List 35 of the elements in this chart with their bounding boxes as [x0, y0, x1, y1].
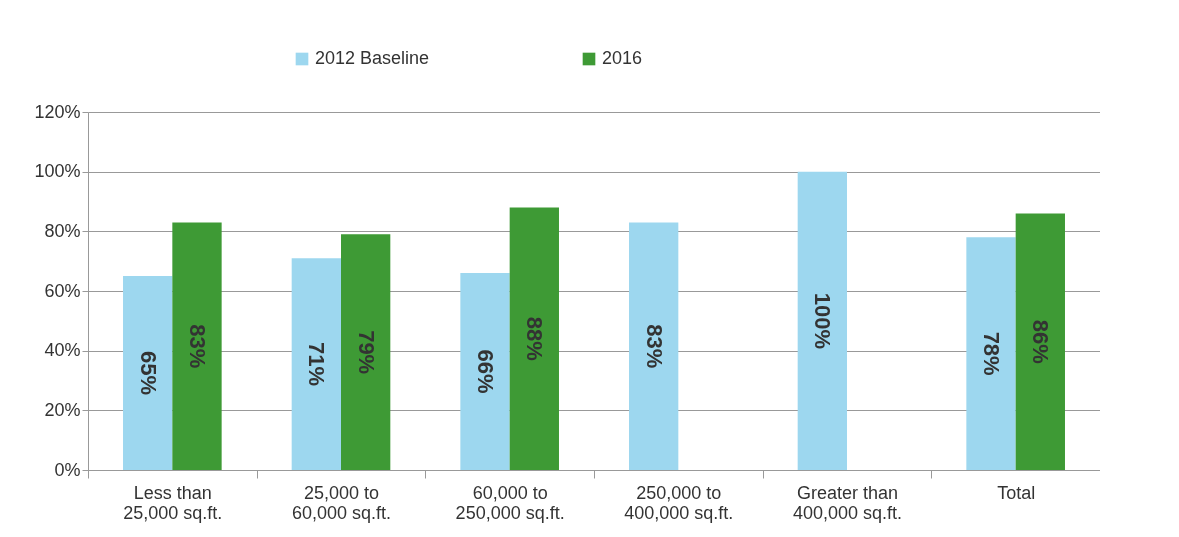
- y-tick-label: 40%: [44, 340, 81, 361]
- y-tick-label: 100%: [34, 161, 81, 182]
- y-tick-label: 60%: [44, 280, 81, 301]
- bar: [509, 207, 559, 470]
- data-label: 100%: [810, 292, 836, 349]
- x-tick-label: 60,000 to 250,000 sq.ft.: [455, 482, 565, 523]
- bar: [966, 237, 1016, 470]
- x-tick-label: Less than 25,000 sq.ft.: [123, 482, 223, 523]
- bar: [123, 276, 173, 470]
- y-tick-label: 120%: [34, 101, 81, 122]
- bar: [629, 222, 679, 470]
- data-label: 79%: [353, 330, 379, 375]
- y-tick-label: 0%: [54, 459, 81, 480]
- x-tick-label: 25,000 to 60,000 sq.ft.: [291, 482, 392, 523]
- data-label: 71%: [304, 342, 330, 387]
- x-tick-label: Greater than 400,000 sq.ft.: [792, 482, 903, 523]
- bar: [172, 222, 222, 470]
- x-tick-label: 250,000 to 400,000 sq.ft.: [624, 482, 734, 523]
- bar: [797, 171, 847, 470]
- data-label: 83%: [184, 324, 210, 369]
- data-label: 88%: [522, 316, 548, 361]
- bar: [341, 234, 391, 470]
- x-tick-label: Total: [997, 482, 1036, 503]
- data-label: 86%: [1028, 319, 1054, 364]
- y-tick-label: 20%: [44, 399, 81, 420]
- y-tick-label: 80%: [44, 220, 81, 241]
- data-label: 65%: [135, 351, 161, 396]
- data-label: 66%: [473, 349, 499, 394]
- bar: [460, 273, 510, 470]
- data-label: 78%: [979, 331, 1005, 376]
- bar: [291, 258, 341, 470]
- data-label: 83%: [641, 324, 667, 369]
- legend-label: 2016: [602, 48, 643, 68]
- bar: [1015, 213, 1065, 470]
- legend-label: 2012 Baseline: [315, 48, 430, 68]
